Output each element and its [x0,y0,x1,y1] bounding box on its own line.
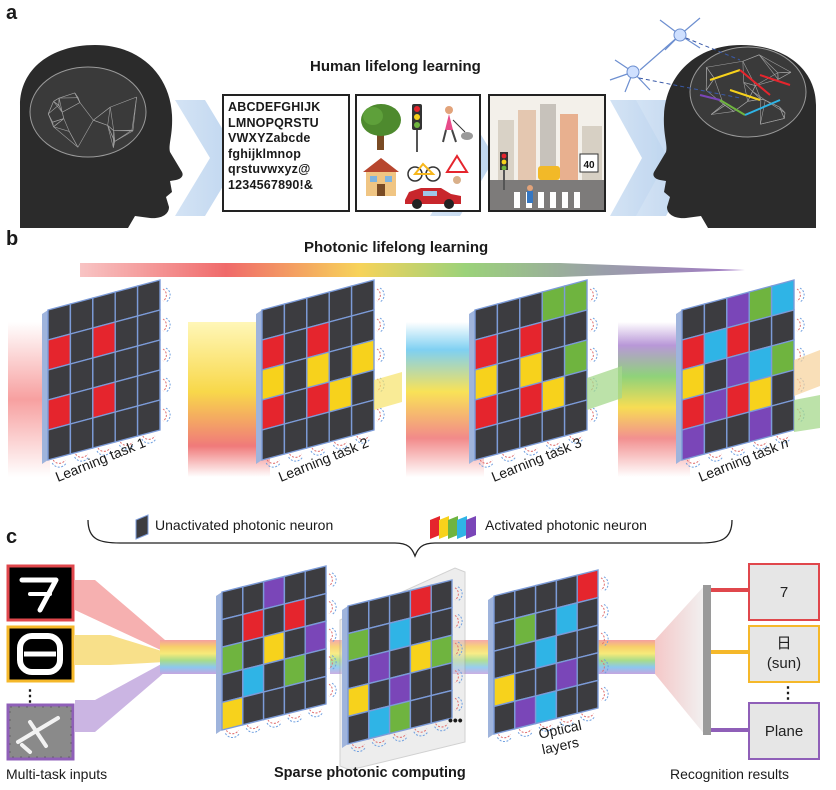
right-head-silhouette [653,45,816,228]
layers-ellipsis: ••• [448,712,463,728]
input-thumbnail-digit7 [6,564,75,622]
output-funnel [655,585,705,735]
photonic-neuron-cell [409,694,432,730]
photonic-lifelong-learning-title: Photonic lifelong learning [304,239,489,256]
photonic-neuron-cell [681,423,706,461]
photonic-neuron-cell [69,417,94,455]
neuron-icons [609,17,741,99]
photonic-neuron-cell [242,691,265,726]
task3-grid [469,279,598,468]
photonic-neuron-cell [430,689,453,725]
brace [87,519,733,558]
result-plane-text: Plane [764,722,804,740]
alphabet-card: ABCDEFGHIJK LMNOPQRSTU VWXYZabcde fghijk… [222,94,350,212]
photonic-neuron-cell [283,417,308,455]
city-illustration: 40 [490,96,604,210]
human-lifelong-learning-title: Human lifelong learning [310,58,481,75]
panel-label-c: c [6,526,18,548]
panel-label-a: a [6,2,18,24]
photonic-neuron-cell [703,417,728,455]
input-thumbnail-plane [6,703,75,761]
computing-grids [216,565,609,771]
photonic-neuron-cell [261,423,286,461]
result-box-plane: Plane [748,702,820,760]
inputs-vdots: ⋮ [22,688,38,705]
photonic-neuron-cell [304,675,327,711]
photonic-neuron-cell [136,399,161,437]
photonic-neuron-cell [368,705,391,740]
speed-limit-sign: 40 [583,160,595,171]
photonic-neuron-cell [563,399,588,437]
photonic-neuron-cell [576,679,599,715]
objects-illustration [361,104,473,209]
photonic-neuron-cell [262,685,286,721]
photonic-neuron-cell [770,399,795,437]
legend-unactivated-icon [135,514,149,540]
photonic-neuron-cell [555,684,578,720]
result-7-text: 7 [779,583,789,601]
photonic-neuron-cell [514,695,537,730]
panel-label-b: b [6,228,19,250]
multi-task-inputs-label: Multi-task inputs [6,766,108,782]
sparse-photonic-computing-label: Sparse photonic computing [274,765,466,781]
output-detector [703,585,711,735]
left-head-silhouette [20,45,183,228]
input-funnels [75,580,230,732]
photonic-neuron-cell [47,423,72,461]
result-sun-text: (sun) [766,655,802,672]
photonic-neuron-cell [92,411,116,449]
photonic-neuron-cell [748,405,773,443]
result-box-7: 7 [748,563,820,621]
legend-activated-label: Activated photonic neuron [485,517,647,533]
legend-activated-icon [430,516,476,539]
photonic-neuron-cell [519,411,543,449]
objects-card [355,94,481,212]
photonic-neuron-cell [493,700,516,735]
photonic-neuron-cell [328,405,353,443]
task2-grid [256,279,385,468]
photonic-neuron-cell [388,699,412,735]
photonic-neuron-cell [350,399,375,437]
photonic-neuron-cell [726,411,750,449]
photonic-neuron-cell [534,689,558,725]
computing-layer-1 [216,565,337,739]
task1-grid [42,279,171,468]
legend-unactivated-label: Unactivated photonic neuron [155,517,334,533]
photonic-neuron-cell [541,405,566,443]
computing-layer-2 [342,579,463,753]
computing-layer-3 [488,569,609,743]
photonic-neuron-cell [221,696,244,731]
input-thumbnail-sun-character [6,625,75,683]
result-box-sun: 日 (sun) [748,625,820,683]
rainbow-progress-arrow [80,263,745,277]
photonic-neuron-cell [283,680,306,716]
recognition-results-label: Recognition results [670,766,790,782]
photonic-neuron-cell [474,423,499,461]
city-scene-card: 40 [488,94,606,212]
photonic-neuron-cell [306,411,330,449]
taskn-grid [676,279,805,468]
task-grids [42,279,805,468]
results-vdots: ⋮ [780,685,796,702]
photonic-neuron-cell [496,417,521,455]
result-sun-char: 日 [776,635,792,652]
photonic-neuron-cell [347,710,370,745]
